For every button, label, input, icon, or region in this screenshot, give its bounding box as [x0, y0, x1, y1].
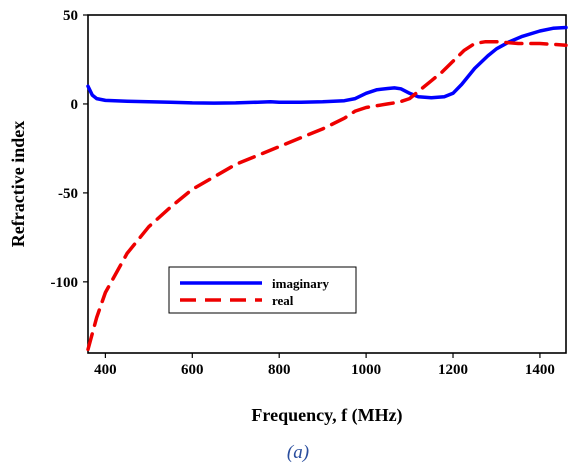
x-tick-label: 1400 [525, 362, 555, 378]
x-axis-ticks: 400 600 800 1000 1200 1400 [94, 353, 555, 378]
y-tick-label: -100 [51, 275, 79, 291]
legend-label-imaginary: imaginary [272, 276, 330, 291]
legend: imaginary real [168, 266, 357, 314]
x-tick-label: 800 [268, 362, 291, 378]
x-tick-label: 1200 [438, 362, 468, 378]
legend-label-real: real [272, 293, 294, 308]
x-tick-label: 1000 [351, 362, 381, 378]
y-axis-title: Refractive index [8, 121, 28, 247]
legend-box [168, 266, 357, 314]
x-axis-title: Frequency, f (MHz) [251, 405, 402, 426]
x-tick-label: 400 [94, 362, 117, 378]
x-tick-label: 600 [181, 362, 204, 378]
figure-caption: (a) [287, 442, 309, 463]
series-layer [86, 25, 568, 352]
y-tick-label: 50 [63, 8, 78, 24]
plot-frame [87, 14, 567, 354]
series-line-imaginary [86, 25, 568, 105]
series-line-real [86, 39, 568, 352]
y-axis-ticks: 50 0 -50 -100 [51, 8, 88, 291]
y-tick-label: 0 [71, 97, 79, 113]
y-tick-label: -50 [58, 186, 78, 202]
